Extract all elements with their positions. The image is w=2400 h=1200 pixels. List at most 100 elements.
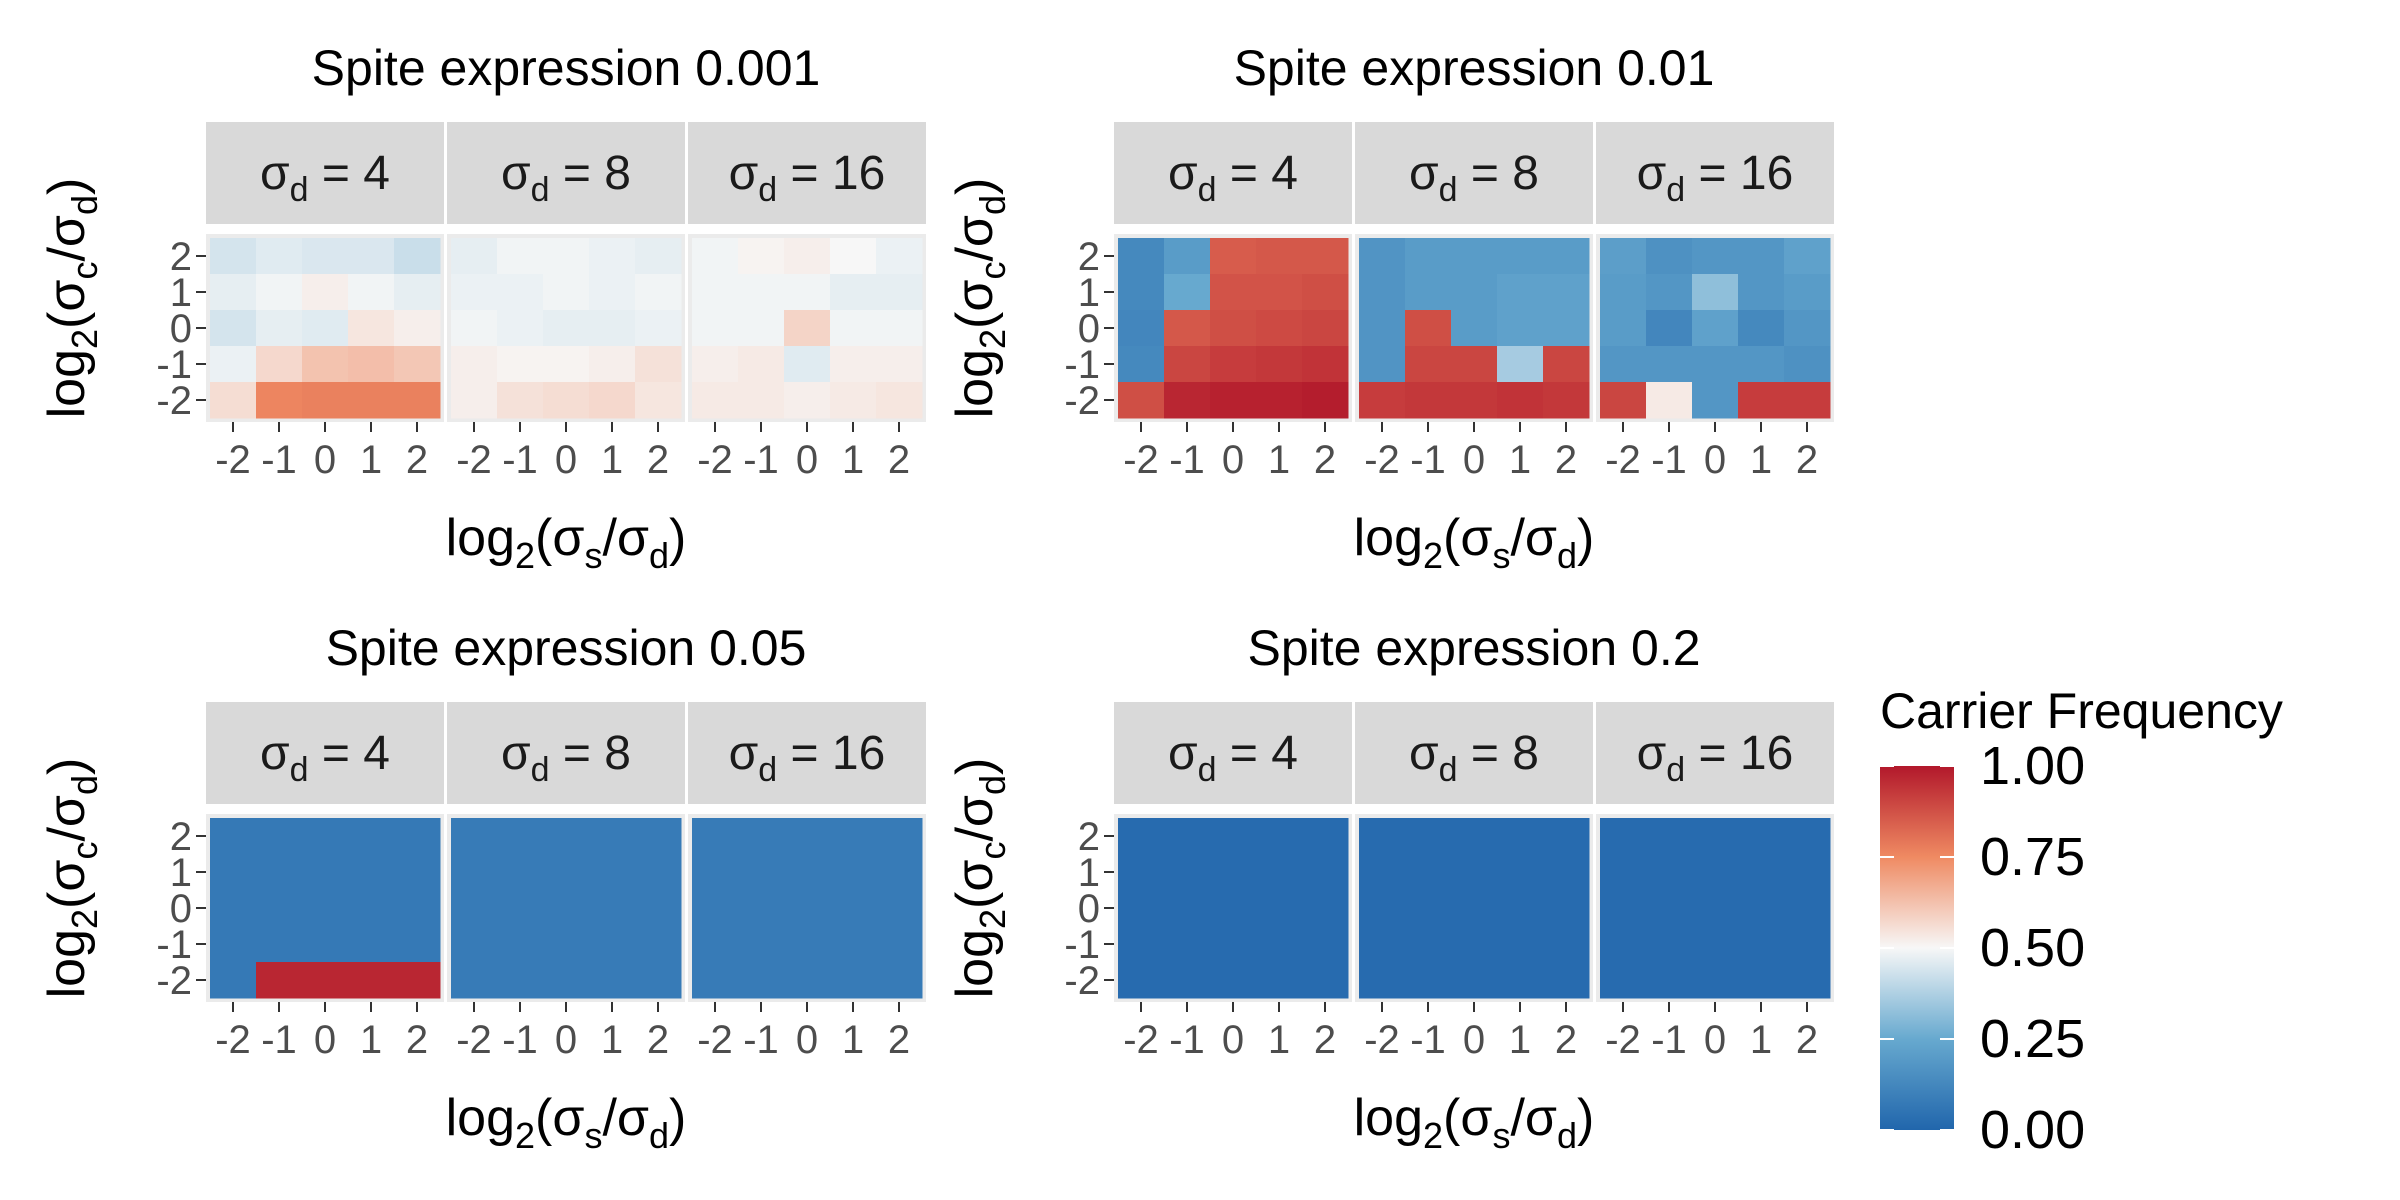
heatmap-cell (1118, 274, 1165, 311)
heatmap-cell (1359, 382, 1406, 419)
heatmap-cell (210, 274, 257, 311)
heatmap-cell (1164, 962, 1211, 999)
heatmap-cell (589, 310, 636, 347)
y-tick-label: 0 (170, 887, 192, 931)
y-tick-label: -1 (1064, 343, 1100, 387)
heatmap-cell (1302, 854, 1349, 891)
heatmap-cell (1692, 962, 1739, 999)
y-tick-label: -1 (1064, 923, 1100, 967)
x-tick-label: -2 (456, 438, 492, 482)
y-tick-label: 2 (1078, 235, 1100, 279)
heatmap-cell (1302, 962, 1349, 999)
panel-title: Spite expression 0.001 (312, 40, 821, 96)
heatmap-cell (1405, 890, 1452, 927)
heatmap-cell (1210, 382, 1257, 419)
heatmap-cell (830, 890, 877, 927)
heatmap-cell (1600, 962, 1647, 999)
y-tick-label: -2 (1064, 379, 1100, 423)
heatmap-cell (1497, 890, 1544, 927)
x-tick-label: 0 (1222, 1018, 1244, 1062)
heatmap-cell (1210, 890, 1257, 927)
heatmap-cell (451, 238, 498, 275)
x-tick-label: -1 (1410, 438, 1446, 482)
facet-2: σd = 8 -2 -1 0 1 2 (447, 122, 685, 482)
heatmap-cell (1118, 962, 1165, 999)
heatmap-cell (394, 818, 441, 855)
heatmap-cell (1451, 818, 1498, 855)
x-tick-label: -1 (743, 1018, 779, 1062)
x-tick-label: -2 (1364, 438, 1400, 482)
y-tick-label: 0 (170, 307, 192, 351)
x-tick-label: 1 (842, 1018, 864, 1062)
heatmap-cell (1497, 818, 1544, 855)
heatmap-cell (210, 854, 257, 891)
heatmap-cell (738, 854, 785, 891)
y-tick-label: 1 (1078, 851, 1100, 895)
heatmap-cell (348, 310, 395, 347)
x-tick-label: 1 (601, 438, 623, 482)
y-tick-label: 0 (1078, 887, 1100, 931)
heatmap-cell (1646, 854, 1693, 891)
heatmap-cell (497, 854, 544, 891)
heatmap-cell (497, 310, 544, 347)
y-tick-label: 2 (170, 235, 192, 279)
facet-strip (206, 122, 444, 224)
facet-label: σd = 16 (729, 727, 886, 789)
x-tick-label: 1 (360, 438, 382, 482)
heatmap-cell (1738, 310, 1785, 347)
heatmap-cell (256, 818, 303, 855)
heatmap-cell (1543, 238, 1590, 275)
heatmap-cell (1784, 238, 1831, 275)
heatmap-cell (1738, 818, 1785, 855)
x-tick-label: 1 (1268, 1018, 1290, 1062)
heatmap-cell (1118, 310, 1165, 347)
panel-title: Spite expression 0.05 (326, 620, 807, 676)
heatmap-cell (256, 346, 303, 383)
heatmap-cell (1497, 238, 1544, 275)
x-tick-label: -1 (1651, 1018, 1687, 1062)
heatmap-cell (830, 818, 877, 855)
heatmap-cell (497, 274, 544, 311)
heatmap-cell (692, 926, 739, 963)
heatmap-cell (1405, 962, 1452, 999)
y-tick-label: -2 (156, 379, 192, 423)
heatmap-cell (256, 854, 303, 891)
heatmap-cell (302, 926, 349, 963)
heatmap-cell (1118, 382, 1165, 419)
heatmap-cell (256, 238, 303, 275)
x-tick-label: 2 (1314, 438, 1336, 482)
heatmap-cell (635, 382, 682, 419)
heatmap-cell (1451, 346, 1498, 383)
heatmap-cell (876, 274, 923, 311)
x-tick-label: -1 (261, 438, 297, 482)
y-tick-label: -2 (1064, 959, 1100, 1003)
heatmap-cell (451, 382, 498, 419)
heatmap-cell (784, 926, 831, 963)
facet-strip (447, 122, 685, 224)
heatmap-cell (1600, 890, 1647, 927)
heatmap-cell (784, 382, 831, 419)
heatmap-cell (635, 854, 682, 891)
heatmap-cell (1359, 962, 1406, 999)
heatmap-cell (451, 818, 498, 855)
x-tick-label: -1 (1169, 438, 1205, 482)
heatmap-cell (1646, 274, 1693, 311)
heatmap-cell (830, 238, 877, 275)
heatmap-cell (210, 890, 257, 927)
heatmap-cell (1600, 818, 1647, 855)
heatmap-cell (738, 274, 785, 311)
x-tick-label: 1 (360, 1018, 382, 1062)
heatmap-cell (589, 274, 636, 311)
x-tick-label: 1 (842, 438, 864, 482)
heatmap-cell (394, 238, 441, 275)
heatmap-cell (1302, 890, 1349, 927)
heatmap-cell (1210, 310, 1257, 347)
heatmap-cell (1692, 926, 1739, 963)
heatmap-cell (543, 274, 590, 311)
heatmap-cell (1600, 382, 1647, 419)
heatmap-cell (1692, 854, 1739, 891)
facet-strip (1114, 122, 1352, 224)
heatmap-cell (1497, 926, 1544, 963)
heatmap-cell (1256, 962, 1303, 999)
